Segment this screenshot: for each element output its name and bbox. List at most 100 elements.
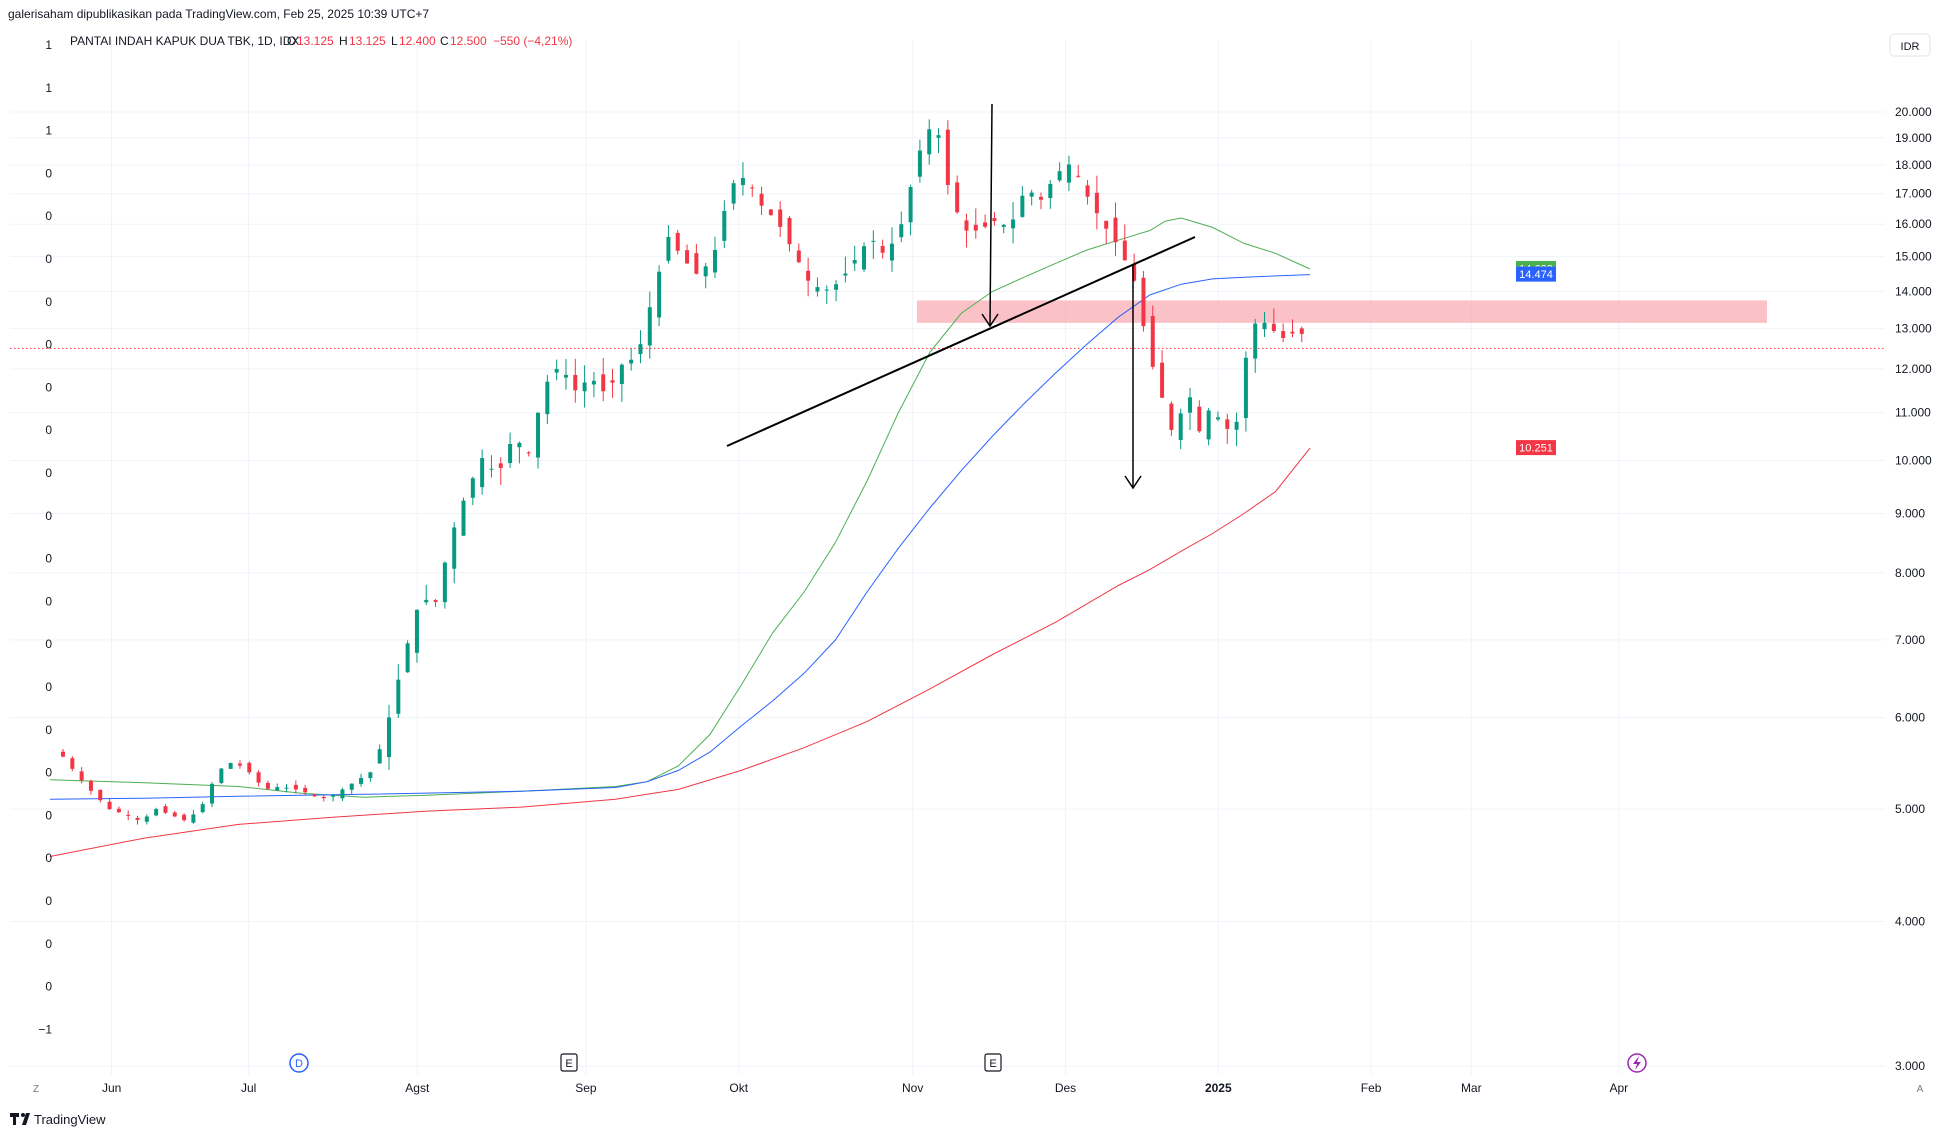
y-tick-label: 5.000 [1895, 802, 1925, 816]
candle-body [163, 806, 168, 813]
time-axis[interactable]: Jun Jul Agst Sep Okt Nov Des 2025 Feb Mar Apr [102, 1081, 1628, 1095]
candle-body [340, 789, 345, 799]
candle-body [964, 220, 969, 231]
left-scale-label: 0 [45, 338, 52, 352]
candle-body [442, 562, 447, 603]
candle-body [498, 463, 503, 468]
candle-body [657, 271, 662, 318]
candle-body [992, 218, 997, 222]
candle-body [228, 763, 233, 769]
y-tick-label: 13.000 [1895, 322, 1932, 336]
ohlc-h-label: H [339, 34, 348, 48]
candle-body [135, 817, 140, 820]
timezone-toggle[interactable]: Z [33, 1084, 39, 1095]
candle-body [405, 643, 410, 673]
candle-body [871, 240, 876, 242]
candle-body [172, 812, 177, 817]
symbol-title[interactable]: PANTAI INDAH KAPUK DUA TBK, 1D, IDX [70, 34, 299, 48]
ma-value-label: 14.474 [1519, 269, 1553, 281]
candle-body [601, 374, 606, 392]
candle-body [927, 129, 932, 155]
arrow-1-shaft [989, 103, 993, 326]
candle-body [237, 763, 242, 766]
candle-body [889, 243, 894, 261]
candle-body [973, 224, 978, 231]
candle-body [1253, 323, 1258, 359]
currency-label: IDR [1901, 41, 1920, 53]
ohlc-l-label: L [391, 34, 398, 48]
x-tick-label: Jul [241, 1081, 256, 1095]
drawings [726, 103, 1196, 490]
candle-body [508, 443, 513, 464]
candle-body [210, 783, 215, 804]
x-tick-label: Apr [1609, 1081, 1628, 1095]
candle-body [154, 809, 159, 816]
candle-body [685, 250, 690, 264]
earnings-label-1: E [565, 1058, 572, 1070]
left-scale-label: 0 [45, 380, 52, 394]
currency-button[interactable] [1889, 33, 1931, 57]
candle-body [144, 816, 149, 822]
ohlc-o-label: O [287, 34, 296, 48]
candle-body [852, 260, 857, 264]
candle-body [489, 468, 494, 470]
candle-body [1094, 192, 1099, 214]
price-axis[interactable]: 20.000 19.000 18.000 17.000 16.000 15.000 14.0… [1516, 105, 1932, 1073]
candle-body [1178, 413, 1183, 441]
trendline [726, 236, 1196, 447]
left-scale-label: −1 [38, 1022, 52, 1036]
candle-body [331, 795, 336, 797]
candle-body [88, 780, 93, 791]
candle-body [480, 458, 485, 488]
left-scale-label: 0 [45, 252, 52, 266]
y-tick-label: 14.000 [1895, 284, 1932, 298]
tradingview-logo-icon [10, 1113, 30, 1125]
candle-body [834, 284, 839, 290]
candle-body [1001, 224, 1006, 227]
moving-averages [49, 217, 1311, 857]
y-tick-label: 17.000 [1895, 187, 1932, 201]
y-tick-label: 7.000 [1895, 633, 1925, 647]
ohlc-c-label: C [440, 34, 449, 48]
brand-label: TradingView [34, 1112, 106, 1127]
lightning-icon[interactable] [1627, 1053, 1647, 1073]
y-tick-label: 3.000 [1895, 1059, 1925, 1073]
y-tick-label: 6.000 [1895, 710, 1925, 724]
x-tick-label: Jun [102, 1081, 121, 1095]
candle-body [573, 374, 578, 391]
candle-body [275, 787, 280, 791]
candle-body [1011, 219, 1016, 229]
candle-body [908, 187, 913, 223]
y-tick-label: 15.000 [1895, 250, 1932, 264]
ma-value-label: 10.251 [1519, 443, 1553, 455]
grid [10, 40, 1885, 1075]
x-tick-label: Agst [405, 1081, 430, 1095]
candle-body [1262, 322, 1267, 330]
publish-line: galerisaham dipublikasikan pada TradingV… [8, 7, 429, 21]
candle-body [1271, 323, 1276, 331]
candle-body [1160, 362, 1165, 398]
x-tick-label: Sep [575, 1081, 597, 1095]
candle-body [806, 270, 811, 281]
candle-body [433, 600, 438, 602]
candle-body [424, 599, 429, 603]
candle-body [247, 762, 252, 773]
left-scale-label: 0 [45, 466, 52, 480]
auto-scale-toggle[interactable]: A [1917, 1084, 1924, 1095]
candle-body [1290, 331, 1295, 334]
dividend-marker[interactable]: D [289, 1053, 309, 1073]
candle-body [368, 772, 373, 779]
candles [61, 119, 1304, 825]
earnings-marker-2[interactable]: E [984, 1053, 1002, 1072]
candle-body [638, 344, 643, 355]
earnings-marker-1[interactable]: E [560, 1053, 578, 1072]
left-scale-label: 0 [45, 423, 52, 437]
candle-body [1132, 264, 1137, 281]
left-scale-label: 0 [45, 851, 52, 865]
candle-body [740, 178, 745, 186]
candle-body [1215, 417, 1220, 420]
candle-body [321, 796, 326, 799]
y-tick-label: 11.000 [1895, 406, 1931, 420]
candle-body [1188, 397, 1193, 413]
